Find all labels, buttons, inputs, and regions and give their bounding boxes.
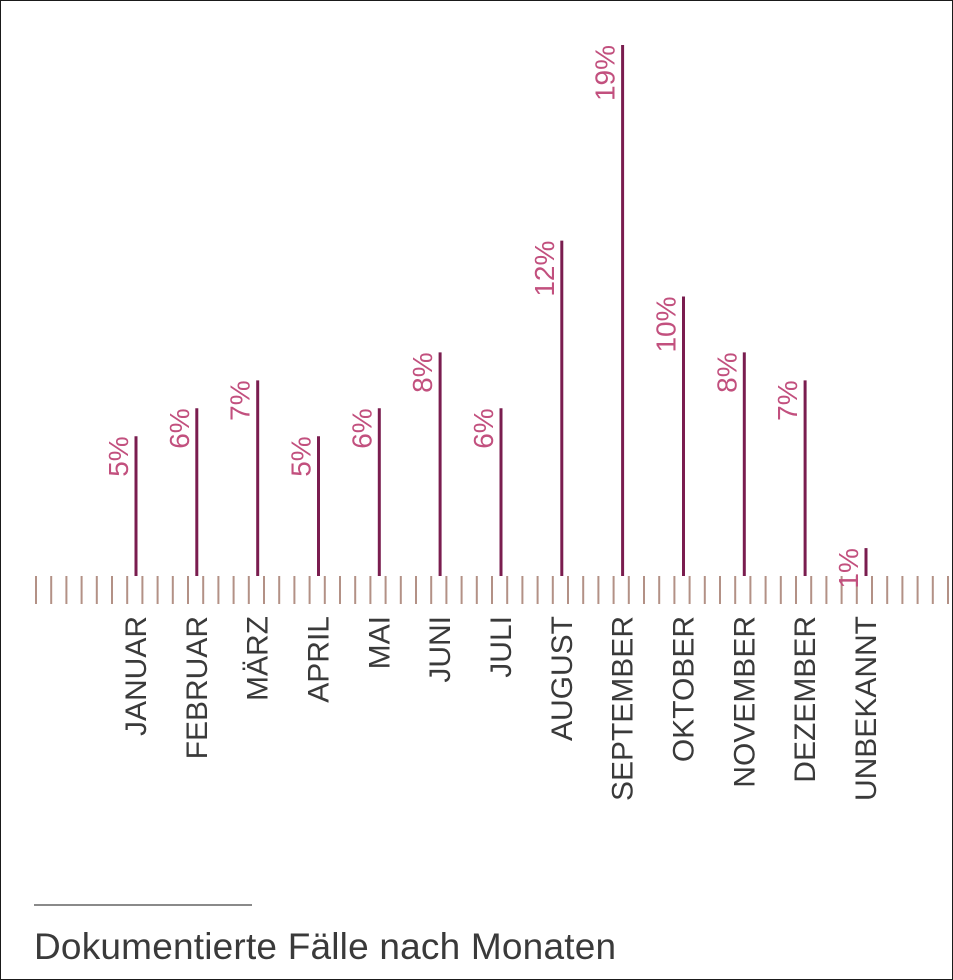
caption-rule bbox=[34, 904, 252, 906]
value-label-unbekannt: 1% bbox=[833, 548, 864, 588]
value-label-mai: 6% bbox=[346, 408, 377, 448]
category-label-september: SEPTEMBER bbox=[607, 616, 640, 801]
value-labels: 5% 6% 7% 5% 6% 8% 6% 12% 19% 10% 8% 7% 1% bbox=[103, 45, 864, 589]
category-labels: JANUAR FEBRUAR MÄRZ APRIL MAI JUNI JULI AUGUST S… bbox=[120, 616, 883, 801]
value-label-märz: 7% bbox=[225, 380, 256, 420]
category-label-november: NOVEMBER bbox=[728, 616, 761, 788]
value-label-oktober: 10% bbox=[651, 297, 682, 353]
value-label-juli: 6% bbox=[468, 408, 499, 448]
category-label-januar: JANUAR bbox=[120, 616, 153, 736]
category-label-oktober: OKTOBER bbox=[668, 616, 701, 762]
value-label-august: 12% bbox=[529, 241, 560, 297]
chart-caption: Dokumentierte Fälle nach Monaten bbox=[34, 926, 617, 967]
value-label-november: 8% bbox=[711, 352, 742, 392]
category-label-märz: MÄRZ bbox=[242, 616, 275, 701]
category-label-februar: FEBRUAR bbox=[181, 616, 214, 759]
category-label-juli: JULI bbox=[485, 616, 518, 678]
category-label-unbekannt: UNBEKANNT bbox=[850, 616, 883, 801]
value-label-juni: 8% bbox=[407, 352, 438, 392]
value-label-september: 19% bbox=[590, 45, 621, 101]
bars bbox=[134, 45, 868, 576]
axis-ticks bbox=[35, 576, 949, 604]
value-label-februar: 6% bbox=[164, 408, 195, 448]
category-label-august: AUGUST bbox=[546, 616, 579, 741]
category-label-dezember: DEZEMBER bbox=[789, 616, 822, 783]
value-label-januar: 5% bbox=[103, 436, 134, 476]
category-label-april: APRIL bbox=[303, 616, 336, 703]
value-label-dezember: 7% bbox=[772, 380, 803, 420]
category-label-juni: JUNI bbox=[424, 616, 457, 683]
value-label-april: 5% bbox=[286, 436, 317, 476]
category-label-mai: MAI bbox=[363, 616, 396, 669]
